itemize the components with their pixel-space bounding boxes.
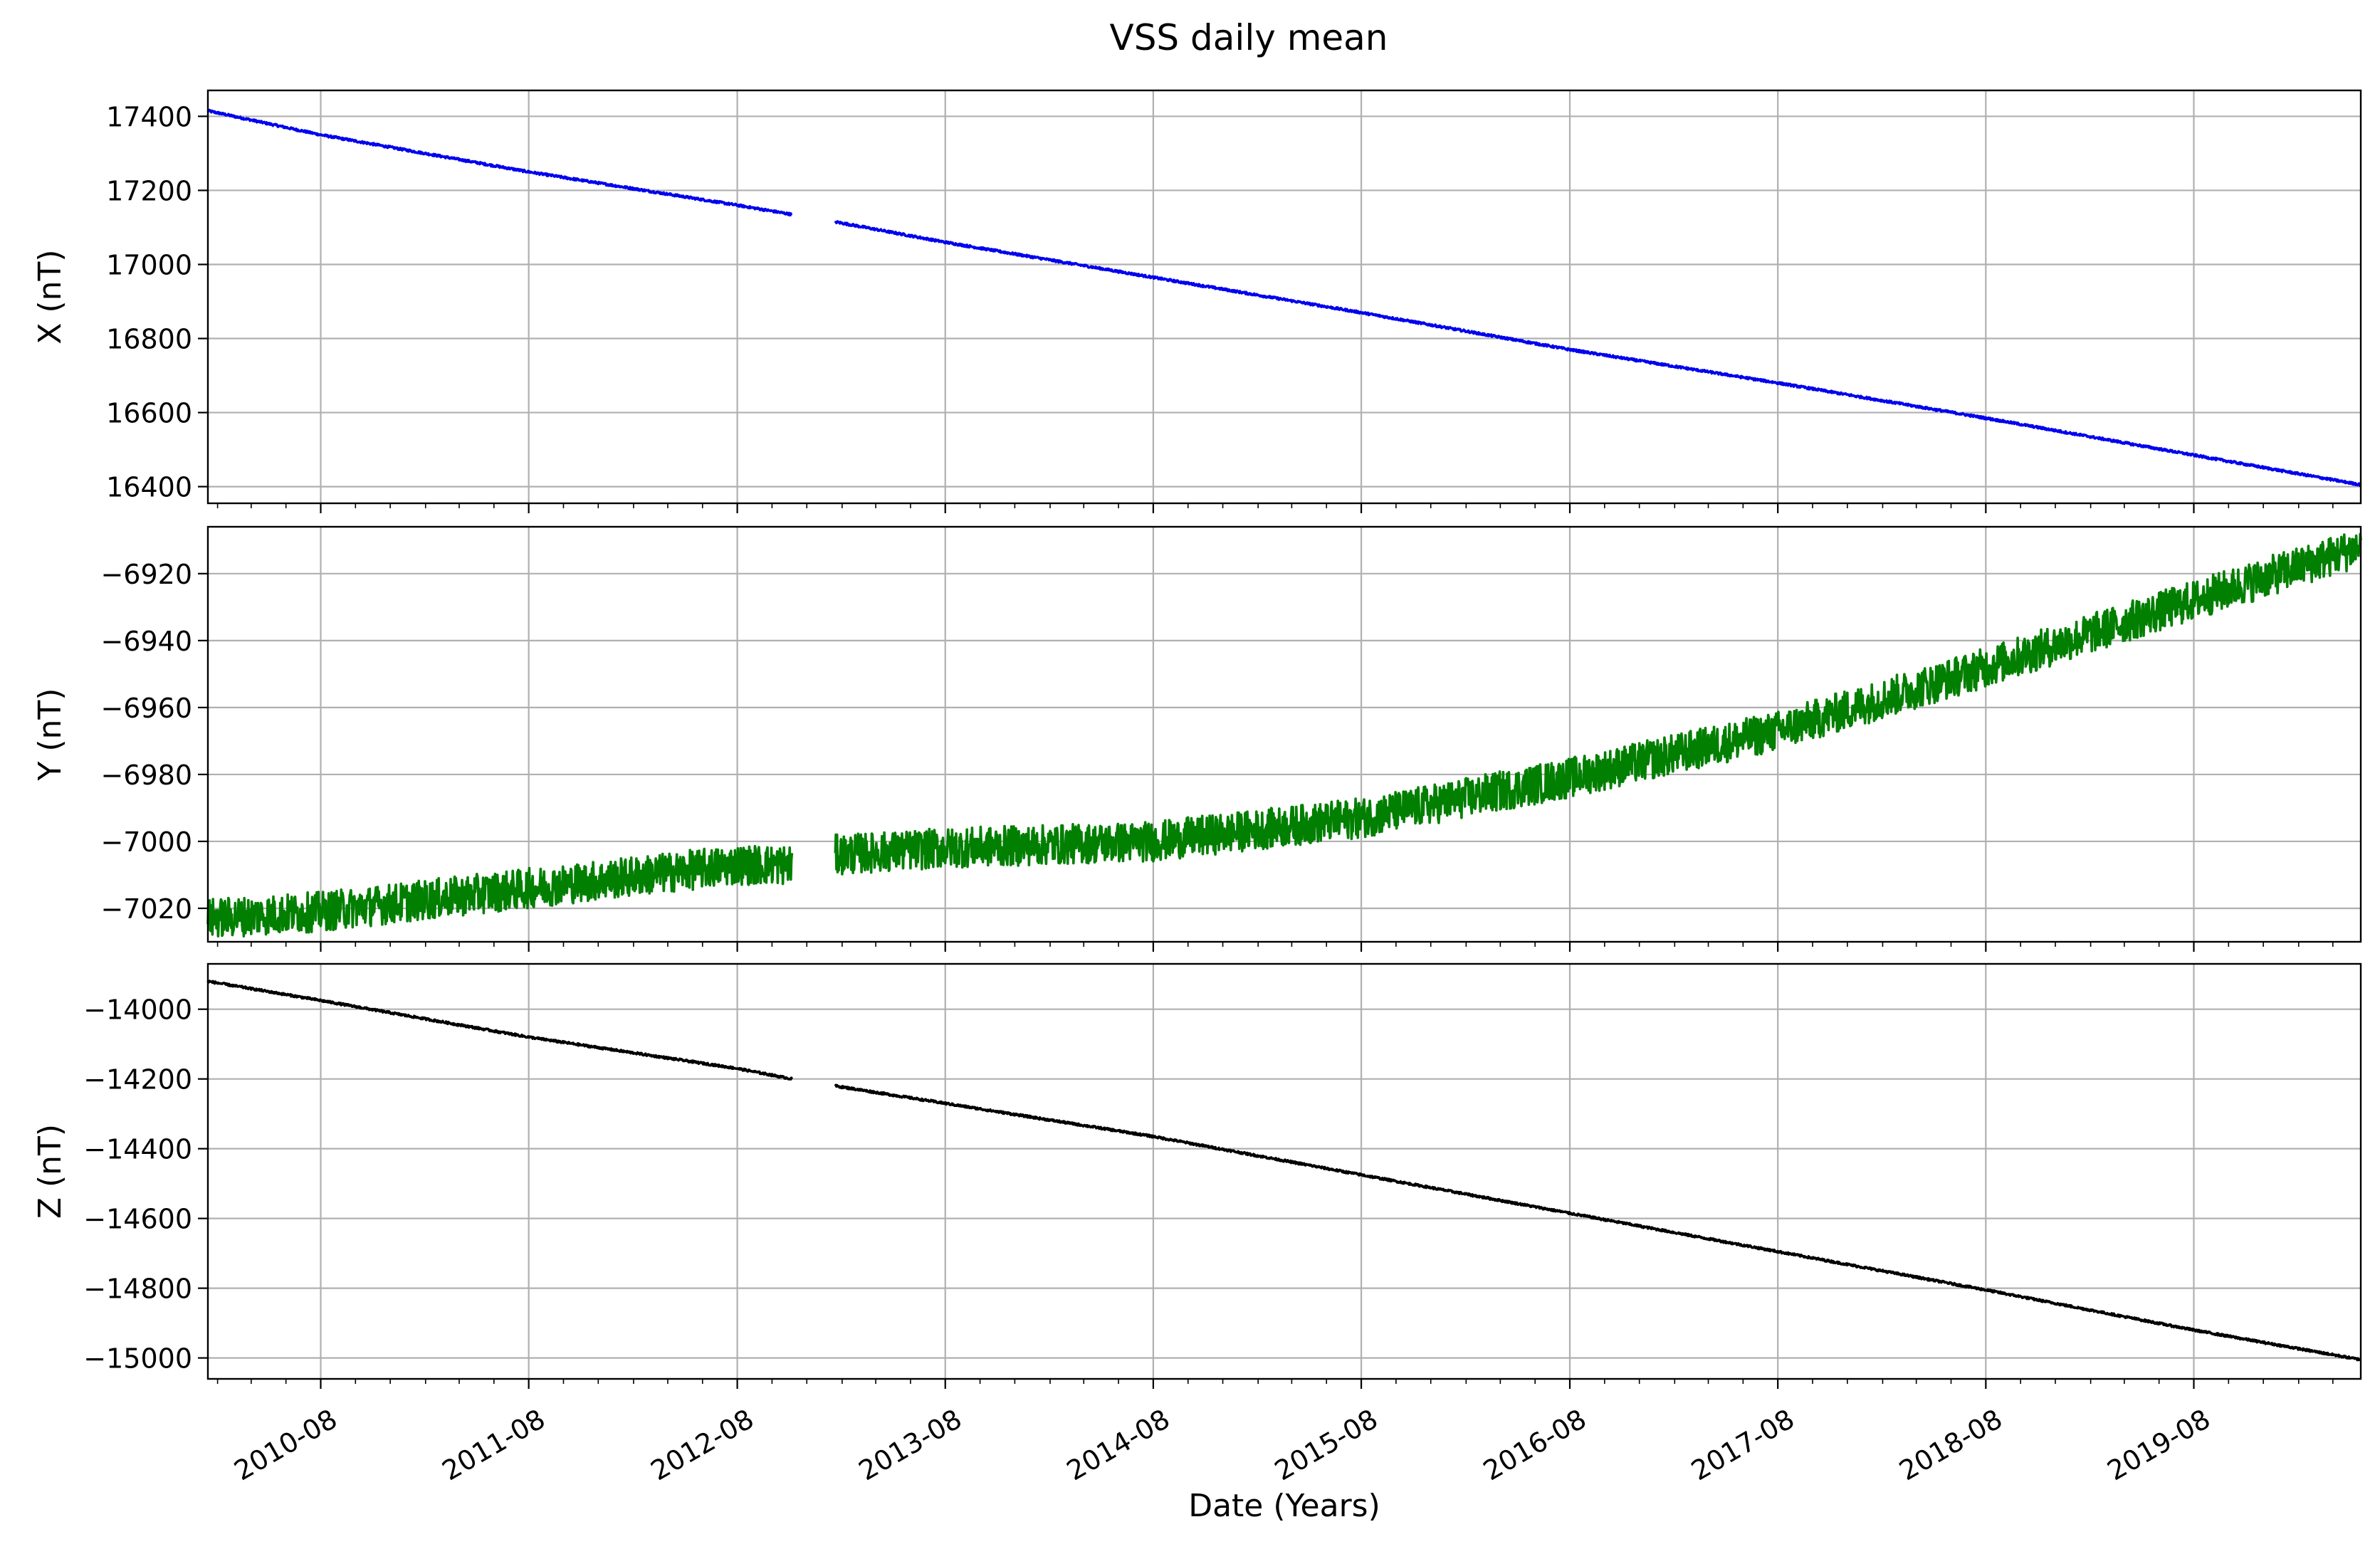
y-tick-label: −7020 <box>100 893 192 925</box>
series-line-segment <box>206 980 794 1081</box>
x-axis-label: Date (Years) <box>1188 1488 1380 1524</box>
y-tick-label: −14000 <box>83 994 192 1026</box>
y-tick-label: 16400 <box>106 472 192 503</box>
y-tick-label: −15000 <box>83 1343 192 1375</box>
panel-3: −15000 −14800 −14600 −14400 −14200 −14000 Z (n… <box>32 962 2362 1389</box>
series-line-segment <box>206 844 794 938</box>
axes-frame <box>206 525 2362 943</box>
y-axis-label: Y (nT) <box>32 688 68 782</box>
y-tick-label: 17200 <box>106 175 192 206</box>
y-tick-label: −6940 <box>100 626 192 657</box>
series-line-segment <box>834 1083 2361 1362</box>
y-tick-label: 17400 <box>106 101 192 132</box>
y-tick-label: 17000 <box>106 249 192 280</box>
figure-title: VSS daily mean <box>1109 17 1388 58</box>
panel-1: 16400 16600 16800 17000 17200 17400 X (nT) <box>32 89 2362 513</box>
y-tick-label: 16800 <box>106 324 192 355</box>
y-tick-label: −14400 <box>83 1134 192 1165</box>
y-tick-label: −6980 <box>100 760 192 791</box>
y-tick-label: −6920 <box>100 559 192 590</box>
y-tick-label: −7000 <box>100 826 192 858</box>
y-tick-label: −14200 <box>83 1064 192 1096</box>
y-tick-label: −6960 <box>100 693 192 724</box>
y-axis-label: X (nT) <box>32 249 68 344</box>
y-tick-label: −14800 <box>83 1274 192 1305</box>
panel-2: −7020 −7000 −6980 −6960 −6940 −6920 Y (nT) <box>32 525 2362 952</box>
series-line-segment <box>834 220 2362 487</box>
series-line-segment <box>206 108 793 217</box>
series-line-segment <box>834 532 2362 876</box>
y-tick-label: −14600 <box>83 1204 192 1235</box>
axes-frame <box>206 89 2362 505</box>
y-axis-label: Z (nT) <box>32 1124 68 1219</box>
y-tick-label: 16600 <box>106 398 192 429</box>
axes-frame <box>206 962 2362 1380</box>
